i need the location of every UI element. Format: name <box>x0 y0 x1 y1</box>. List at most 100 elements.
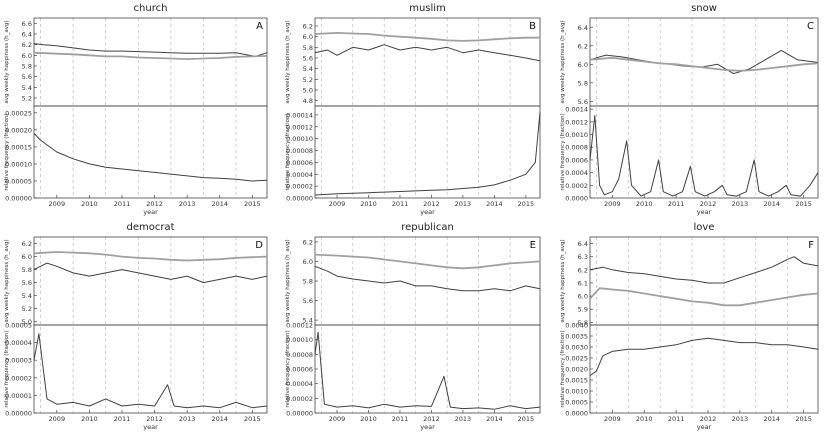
y-tick-label: 6.1 <box>578 279 588 287</box>
top-series-line <box>314 265 541 292</box>
y-tick-label: 0.0030 <box>565 344 588 352</box>
y-axis-label: avg weekly happiness (h_avg) <box>285 239 291 322</box>
y-axis-label: avg weekly happiness (h_avg) <box>4 20 10 103</box>
y-tick-label: 6.4 <box>578 240 588 248</box>
y-tick-label: 0.00008 <box>286 147 313 155</box>
y-tick-label: 0.0004 <box>565 169 588 177</box>
x-axis-label: year <box>420 423 435 431</box>
y-tick-label: 5.6 <box>303 55 313 63</box>
bottom-axes-frame <box>589 324 819 414</box>
top-axes-frame <box>33 17 268 107</box>
y-tick-label: 5.8 <box>578 319 588 327</box>
chart-panel-church: church 5.2 5.4 5.6 5.8 6.0 6.2 6.4 6.6 avg weekly… <box>4 3 268 216</box>
y-tick-label: 0.0002 <box>565 182 588 190</box>
chart-title: church <box>134 3 168 14</box>
y-tick-label: 0.00012 <box>286 322 313 330</box>
y-tick-label: 6.2 <box>578 42 588 50</box>
y-tick-label: 0.00001 <box>5 392 32 400</box>
y-tick-label: 6.2 <box>22 240 32 248</box>
top-axes-frame <box>314 17 541 107</box>
x-tick-label: 2014 <box>763 415 780 423</box>
y-tick-label: 5.0 <box>22 318 32 326</box>
x-axis-label: year <box>143 208 158 216</box>
y-axis-label: relative frequency (fraction) <box>4 113 10 190</box>
x-tick-label: 2015 <box>795 415 812 423</box>
x-tick-label: 2012 <box>423 200 440 208</box>
x-tick-label: 2015 <box>244 200 261 208</box>
y-tick-label: 6.0 <box>22 52 32 60</box>
y-tick-label: 5.4 <box>303 65 313 73</box>
x-axis-label: year <box>420 208 435 216</box>
y-tick-label: 0.00000 <box>286 410 313 418</box>
y-tick-label: 0.00010 <box>286 336 313 344</box>
bottom-series-line <box>33 333 268 409</box>
top-series-line <box>589 56 819 72</box>
y-tick-label: 6.4 <box>578 24 588 32</box>
y-tick-label: 6.6 <box>22 20 32 28</box>
x-tick-label: 2010 <box>360 415 377 423</box>
x-tick-label: 2010 <box>360 200 377 208</box>
x-tick-label: 2015 <box>518 200 535 208</box>
y-tick-label: 5.2 <box>303 76 313 84</box>
y-tick-label: 0.0010 <box>565 131 588 139</box>
y-tick-label: 0.0025 <box>565 355 588 363</box>
chart-title: democrat <box>126 222 174 233</box>
x-tick-label: 2013 <box>179 415 196 423</box>
panel-letter: B <box>529 21 536 32</box>
bottom-axes-frame <box>314 324 541 414</box>
x-tick-label: 2014 <box>211 200 228 208</box>
y-tick-label: 0.00000 <box>286 195 313 203</box>
y-tick-label: 6.0 <box>22 253 32 261</box>
x-tick-label: 2010 <box>636 415 653 423</box>
y-tick-label: 6.2 <box>22 41 32 49</box>
y-tick-label: 6.0 <box>578 293 588 301</box>
top-series-line <box>33 262 268 284</box>
y-axis-label: avg weekly happiness (h_avg) <box>285 20 291 103</box>
x-tick-label: 2009 <box>604 200 621 208</box>
y-tick-label: 0.00003 <box>5 357 32 365</box>
top-series-line <box>589 49 819 75</box>
y-tick-label: 6.0 <box>303 258 313 266</box>
x-tick-label: 2009 <box>49 200 66 208</box>
x-tick-label: 2014 <box>486 200 503 208</box>
top-axes-frame <box>33 236 268 326</box>
y-tick-label: 5.6 <box>22 73 32 81</box>
x-tick-label: 2011 <box>392 200 409 208</box>
chart-title: muslim <box>409 3 446 14</box>
x-tick-label: 2011 <box>668 200 685 208</box>
y-tick-label: 0.00010 <box>5 160 32 168</box>
y-tick-label: 0.0020 <box>565 366 588 374</box>
bottom-series-line <box>33 132 268 182</box>
x-tick-label: 2014 <box>486 415 503 423</box>
y-axis-label: avg weekly happiness (h_avg) <box>560 239 566 322</box>
y-tick-label: 5.8 <box>303 278 313 286</box>
x-tick-label: 2014 <box>211 415 228 423</box>
y-tick-label: 6.0 <box>578 61 588 69</box>
x-tick-label: 2012 <box>700 415 717 423</box>
y-tick-label: 0.00010 <box>286 135 313 143</box>
y-tick-label: 0.00006 <box>286 366 313 374</box>
x-tick-label: 2015 <box>518 415 535 423</box>
x-tick-label: 2013 <box>455 415 472 423</box>
y-tick-label: 0.00012 <box>286 123 313 131</box>
y-tick-label: 0.00004 <box>5 339 32 347</box>
x-axis-label: year <box>697 423 712 431</box>
y-tick-label: 0.00002 <box>286 395 313 403</box>
y-tick-label: 0.00000 <box>5 195 32 203</box>
bottom-axes-frame <box>33 324 268 414</box>
x-axis-label: year <box>697 208 712 216</box>
y-tick-label: 5.8 <box>303 44 313 52</box>
y-axis-label: relative frequency (fraction) <box>285 113 291 190</box>
y-tick-label: 6.2 <box>578 266 588 274</box>
top-series-line <box>314 32 540 42</box>
x-tick-label: 2011 <box>668 415 685 423</box>
y-tick-label: 5.8 <box>578 79 588 87</box>
x-tick-label: 2009 <box>329 415 346 423</box>
y-tick-label: 0.00020 <box>5 126 32 134</box>
x-tick-label: 2010 <box>81 200 98 208</box>
y-tick-label: 0.00002 <box>286 183 313 191</box>
y-tick-label: 0.00015 <box>5 143 32 151</box>
x-tick-label: 2012 <box>146 200 163 208</box>
y-tick-label: 5.6 <box>303 297 313 305</box>
chart-panel-democrat: democrat 5.0 5.2 5.4 5.6 5.8 6.0 6.2 avg weekly … <box>4 222 268 431</box>
